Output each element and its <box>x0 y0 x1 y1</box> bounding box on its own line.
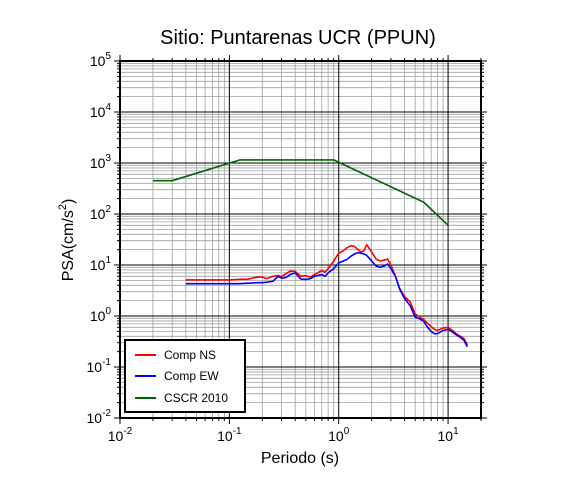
x-tick-label: 100 <box>328 426 350 444</box>
series-layer <box>152 159 469 348</box>
y-axis-ticks: 10-2 10-1 100 101 102 103 104 105 <box>87 51 487 426</box>
y-tick-label: 105 <box>90 51 112 69</box>
series-line-comp-ns <box>185 243 469 346</box>
y-tick-label: 102 <box>90 204 112 222</box>
x-axis-ticks: 10-2 10-1 100 101 <box>108 55 482 444</box>
chart-title: Sitio: Puntarenas UCR (PPUN) <box>160 27 436 49</box>
plot-frame <box>119 60 482 419</box>
y-axis-label: PSA(cm/s2) <box>57 199 77 282</box>
x-axis-label: Periodo (s) <box>261 450 339 467</box>
y-tick-label: 100 <box>90 306 112 324</box>
y-tick-label: 103 <box>90 153 112 171</box>
y-tick-label: 10-2 <box>87 408 112 426</box>
x-tick-label: 10-1 <box>217 426 242 444</box>
legend-label-ew: Comp EW <box>164 369 219 383</box>
legend-label-cscr: CSCR 2010 <box>164 391 228 405</box>
legend-label-ns: Comp NS <box>164 348 216 362</box>
y-tick-label: 101 <box>90 255 112 273</box>
y-tick-label: 104 <box>90 102 112 120</box>
series-line-cscr-2010 <box>152 159 449 226</box>
x-tick-label: 101 <box>438 426 460 444</box>
x-tick-label: 10-2 <box>108 426 133 444</box>
y-tick-label: 10-1 <box>87 357 112 375</box>
legend: Comp NS Comp EW CSCR 2010 <box>124 339 246 413</box>
series-line-comp-ew <box>185 251 469 348</box>
